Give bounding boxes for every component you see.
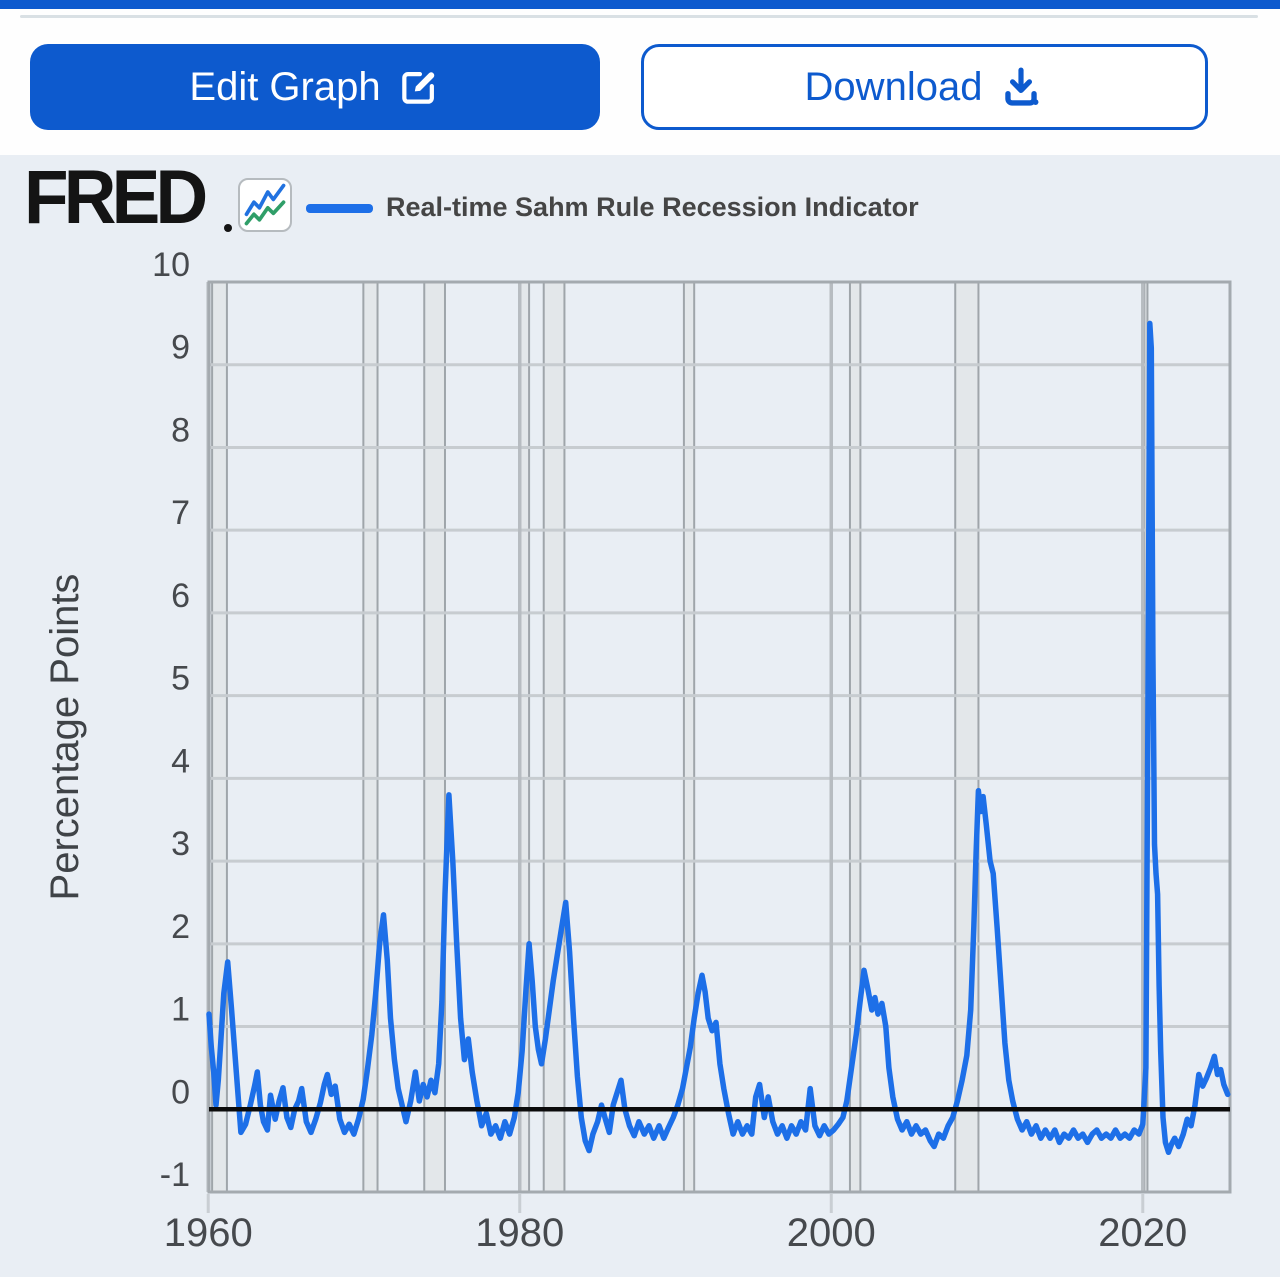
legend-line-swatch xyxy=(306,204,373,213)
edit-icon xyxy=(397,65,441,109)
svg-text:5: 5 xyxy=(171,660,190,698)
svg-text:1: 1 xyxy=(171,991,190,1029)
fred-logo[interactable]: FRED xyxy=(24,155,208,240)
download-icon xyxy=(998,64,1044,110)
fred-zigzag-chart-icon xyxy=(238,178,292,232)
edit-graph-button[interactable]: Edit Graph xyxy=(30,44,600,130)
x-axis-labels: 1960 1980 2000 2020 xyxy=(164,1211,1188,1255)
recession-band xyxy=(542,281,566,1193)
svg-text:2000: 2000 xyxy=(787,1211,876,1255)
svg-text:1960: 1960 xyxy=(164,1211,253,1255)
svg-text:3: 3 xyxy=(171,825,190,863)
svg-text:9: 9 xyxy=(171,329,190,367)
svg-text:8: 8 xyxy=(171,411,190,449)
y-axis-labels: -1 0 1 2 3 4 5 6 7 8 9 10 xyxy=(152,246,190,1194)
svg-text:6: 6 xyxy=(171,577,190,615)
svg-text:4: 4 xyxy=(171,742,190,780)
svg-text:1980: 1980 xyxy=(475,1211,564,1255)
svg-text:2020: 2020 xyxy=(1098,1211,1187,1255)
svg-text:7: 7 xyxy=(171,494,190,532)
plot-border xyxy=(207,280,1232,1194)
x-axis-ticks xyxy=(206,1194,1145,1213)
registered-mark xyxy=(224,224,232,232)
legend-series-label: Real-time Sahm Rule Recession Indicator xyxy=(386,192,919,222)
download-button[interactable]: Download xyxy=(641,44,1208,130)
edit-graph-label: Edit Graph xyxy=(189,64,381,109)
svg-text:0: 0 xyxy=(171,1073,190,1111)
y-axis-title: Percentage Points xyxy=(43,574,87,901)
svg-text:10: 10 xyxy=(152,246,190,284)
header-divider xyxy=(20,15,1258,18)
top-accent-bar xyxy=(0,0,1280,9)
svg-text:2: 2 xyxy=(171,908,190,946)
svg-text:-1: -1 xyxy=(160,1156,190,1194)
download-label: Download xyxy=(804,64,983,109)
series-line[interactable] xyxy=(206,320,1231,1156)
